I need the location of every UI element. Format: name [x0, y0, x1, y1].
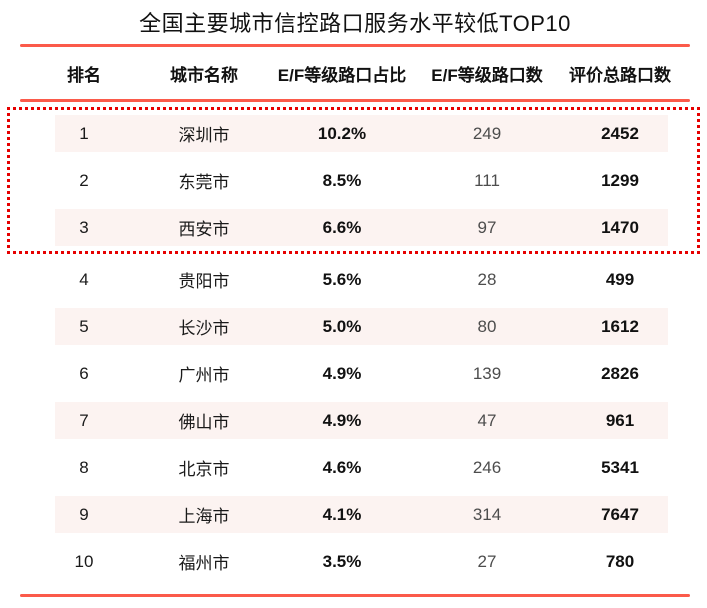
count-cell: 27 [477, 551, 497, 571]
table-row: 3 西安市 6.6% 97 1470 [20, 204, 690, 251]
total-cell: 5341 [601, 457, 639, 477]
pct-cell: 8.5% [322, 170, 362, 190]
table-row: 6 广州市 4.9% 139 2826 [20, 350, 690, 397]
table-row: 8 北京市 4.6% 246 5341 [20, 444, 690, 491]
header-rank: 排名 [67, 65, 101, 85]
rank-cell: 3 [79, 217, 89, 237]
pct-cell: 4.9% [322, 410, 362, 430]
table-row: 2 东莞市 8.5% 111 1299 [20, 157, 690, 204]
total-cell: 499 [605, 269, 635, 289]
total-cell: 1612 [601, 316, 639, 336]
rank-cell: 7 [79, 410, 89, 430]
count-cell: 47 [477, 410, 497, 430]
count-cell: 80 [477, 316, 497, 336]
top-divider-line [20, 44, 690, 47]
table-row: 4 贵阳市 5.6% 28 499 [20, 256, 690, 303]
page-title: 全国主要城市信控路口服务水平较低TOP10 [139, 11, 571, 36]
city-cell: 上海市 [178, 507, 230, 526]
rank-cell: 8 [79, 457, 89, 477]
count-cell: 97 [477, 217, 497, 237]
city-cell: 贵阳市 [178, 272, 230, 291]
city-cell: 西安市 [178, 220, 230, 239]
city-cell: 北京市 [178, 460, 230, 479]
pct-cell: 4.6% [322, 457, 362, 477]
rank-cell: 2 [79, 170, 89, 190]
count-cell: 249 [472, 123, 502, 143]
total-cell: 2452 [601, 123, 639, 143]
city-cell: 福州市 [178, 554, 230, 573]
total-cell: 1470 [601, 217, 639, 237]
rank-cell: 1 [79, 123, 89, 143]
pct-cell: 10.2% [317, 123, 367, 143]
total-cell: 7647 [601, 504, 639, 524]
table-row: 10 福州市 3.5% 27 780 [20, 538, 690, 585]
table-header-row: 排名 城市名称 E/F等级路口占比 E/F等级路口数 评价总路口数 [20, 47, 690, 99]
city-cell: 长沙市 [178, 319, 230, 338]
header-city: 城市名称 [170, 65, 238, 85]
rank-cell: 9 [79, 504, 89, 524]
pct-cell: 4.9% [322, 363, 362, 383]
pct-cell: 3.5% [322, 551, 362, 571]
city-cell: 佛山市 [178, 413, 230, 432]
header-total: 评价总路口数 [569, 65, 671, 85]
header-count: E/F等级路口数 [431, 65, 543, 85]
table-row: 5 长沙市 5.0% 80 1612 [20, 303, 690, 350]
rank-cell: 5 [79, 316, 89, 336]
rank-cell: 6 [79, 363, 89, 383]
count-cell: 139 [472, 363, 502, 383]
pct-cell: 5.0% [322, 316, 362, 336]
total-cell: 2826 [601, 363, 639, 383]
total-cell: 1299 [601, 170, 639, 190]
header-pct: E/F等级路口占比 [277, 65, 407, 85]
pct-cell: 4.1% [322, 504, 362, 524]
table-row: 9 上海市 4.1% 314 7647 [20, 491, 690, 538]
pct-cell: 6.6% [322, 217, 362, 237]
city-cell: 东莞市 [178, 173, 230, 192]
count-cell: 111 [474, 170, 500, 190]
table-row: 7 佛山市 4.9% 47 961 [20, 397, 690, 444]
bottom-divider-line [20, 594, 690, 597]
pct-cell: 5.6% [322, 269, 362, 289]
city-cell: 广州市 [178, 366, 230, 385]
header-divider-line [20, 99, 690, 102]
count-cell: 246 [472, 457, 502, 477]
top3-highlight-box: 1 深圳市 10.2% 249 2452 2 东莞市 8.5% 111 1299… [7, 107, 700, 254]
table-row: 1 深圳市 10.2% 249 2452 [20, 110, 690, 157]
count-cell: 314 [472, 504, 502, 524]
rank-cell: 4 [79, 269, 89, 289]
total-cell: 961 [605, 410, 635, 430]
table-body: 4 贵阳市 5.6% 28 499 5 长沙市 5.0% 80 1612 6 广… [20, 256, 690, 585]
rank-cell: 10 [74, 551, 94, 571]
total-cell: 780 [605, 551, 635, 571]
city-cell: 深圳市 [178, 126, 230, 145]
count-cell: 28 [477, 269, 497, 289]
